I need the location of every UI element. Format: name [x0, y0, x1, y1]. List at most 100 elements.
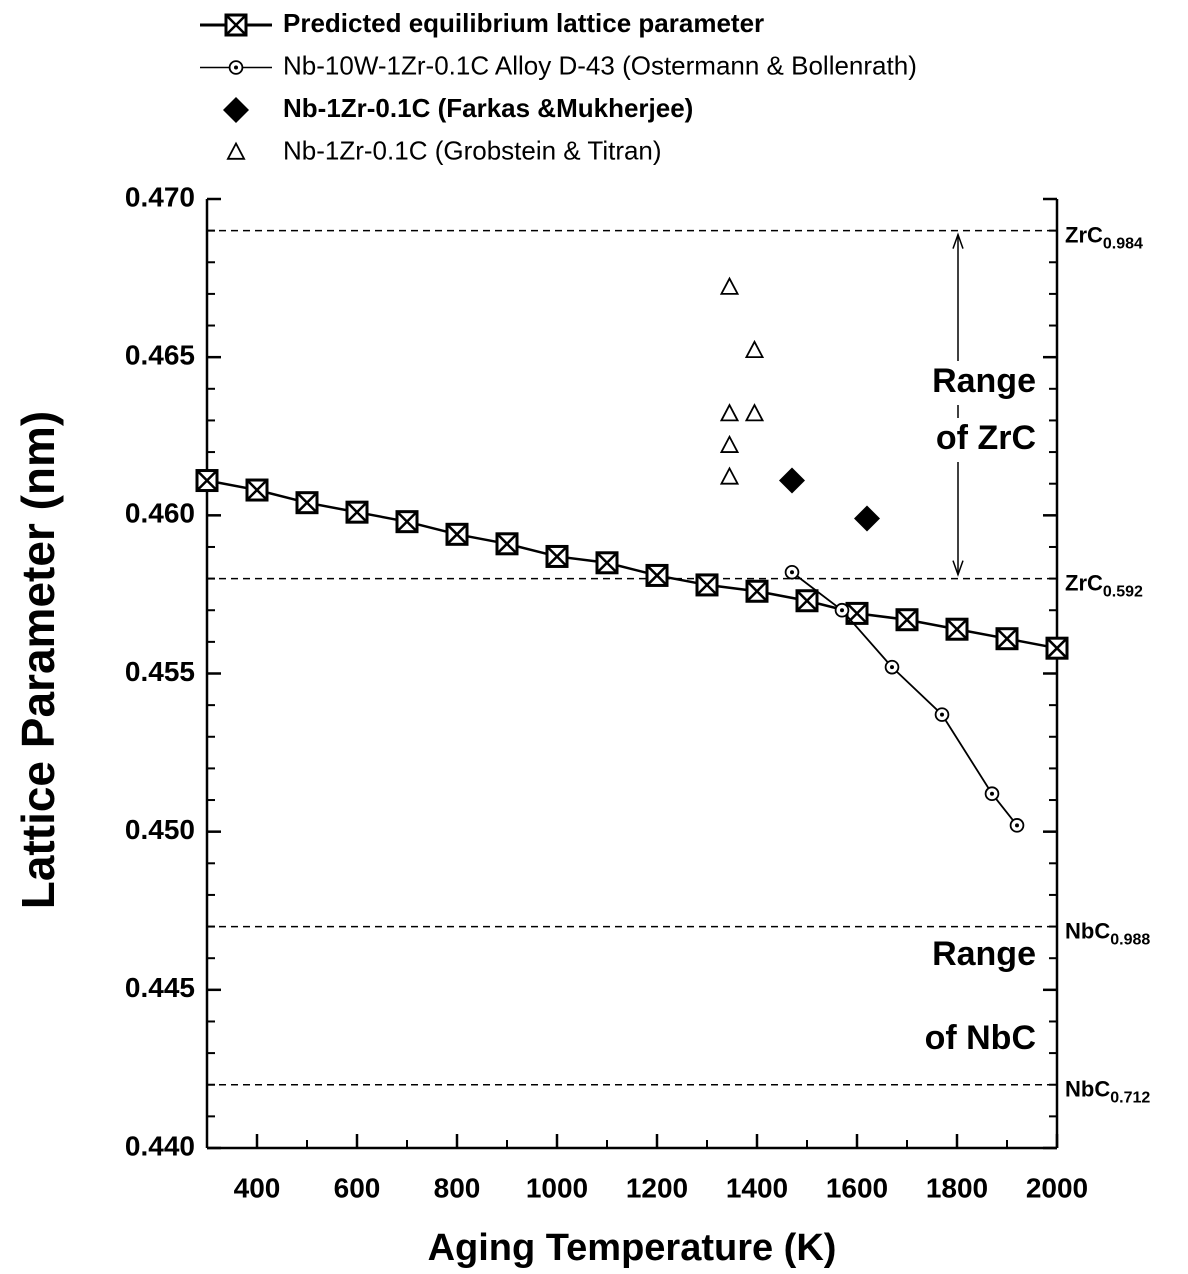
reference-label-sub: 0.988: [1110, 932, 1150, 949]
x-tick-label: 1800: [926, 1172, 988, 1203]
marker-dot: [790, 570, 794, 575]
marker: [719, 434, 740, 453]
marker: [295, 491, 319, 515]
series-line: [206, 479, 1058, 650]
marker: [884, 659, 900, 675]
marker: [845, 601, 869, 625]
y-tick-label: 0.455: [125, 656, 195, 687]
reference-label-base: NbC: [1065, 918, 1110, 943]
marker: [895, 608, 919, 632]
marker-cross: [696, 574, 718, 596]
legend-label: Predicted equilibrium lattice parameter: [283, 8, 764, 38]
legend-marker: [223, 97, 249, 123]
marker: [245, 478, 269, 502]
y-tick-label: 0.465: [125, 340, 195, 371]
marker-cross: [946, 618, 968, 641]
x-tick-label: 2000: [1026, 1172, 1088, 1203]
marker: [495, 532, 519, 556]
annotation: of NbC: [925, 1019, 1036, 1057]
marker: [719, 466, 740, 485]
marker-triangle: [719, 434, 740, 453]
marker-cross: [196, 469, 218, 492]
y-tick-label: 0.450: [125, 814, 195, 845]
marker-dot: [1015, 823, 1019, 828]
legend-label: Nb-10W-1Zr-0.1C Alloy D-43 (Ostermann & …: [283, 50, 917, 80]
marker-cross: [246, 479, 268, 501]
x-tick-label: 400: [234, 1172, 281, 1203]
marker-triangle: [226, 141, 246, 160]
marker: [345, 500, 369, 524]
marker-cross: [346, 501, 368, 524]
x-axis-title: Aging Temperature (K): [428, 1227, 837, 1269]
x-tick-label: 600: [334, 1172, 381, 1203]
marker-cross: [796, 589, 818, 612]
marker-triangle: [719, 403, 740, 422]
marker: [745, 579, 769, 603]
marker-cross: [496, 532, 518, 555]
marker-cross: [996, 627, 1018, 650]
reference-label-sub: 0.592: [1103, 584, 1143, 601]
marker-dot: [990, 791, 994, 796]
marker: [195, 469, 219, 493]
marker-cross: [746, 580, 768, 603]
reference-label-base: NbC: [1065, 1077, 1110, 1102]
marker: [719, 403, 740, 422]
legend-marker: [228, 60, 244, 75]
marker-triangle: [719, 466, 740, 485]
reference-label-sub: 0.712: [1110, 1090, 1150, 1107]
marker-dot: [890, 665, 894, 670]
marker: [934, 707, 950, 722]
marker: [1045, 636, 1069, 660]
marker: [595, 551, 619, 575]
marker-cross: [546, 545, 568, 568]
annotation: of ZrC: [936, 419, 1036, 457]
marker: [395, 510, 419, 534]
marker: [945, 617, 969, 641]
marker-cross: [396, 510, 418, 533]
marker: [744, 339, 765, 359]
reference-label-sub: 0.984: [1103, 236, 1143, 253]
annotation-bg: [900, 418, 1040, 462]
marker-triangle: [744, 403, 765, 422]
marker: [779, 467, 805, 494]
marker: [1009, 818, 1025, 833]
marker-dot: [840, 608, 844, 613]
y-tick-label: 0.445: [125, 972, 195, 1003]
x-tick-label: 800: [434, 1172, 481, 1203]
marker: [545, 544, 569, 568]
marker-triangle: [719, 276, 740, 295]
legend-marker: [226, 141, 246, 160]
legend-marker: [224, 13, 248, 37]
marker-cross: [896, 608, 918, 631]
marker-cross: [1046, 637, 1068, 660]
x-tick-label: 1200: [626, 1172, 688, 1203]
reference-label: ZrC0.592: [1065, 570, 1143, 600]
annotation-bg: [900, 361, 1040, 405]
marker: [995, 627, 1019, 651]
x-tick-label: 1600: [826, 1172, 888, 1203]
marker: [744, 403, 765, 422]
marker: [854, 505, 880, 532]
annotation-bg: [900, 934, 1040, 978]
legend-label: Nb-1Zr-0.1C (Farkas &Mukherjee): [283, 93, 693, 123]
marker-diamond: [779, 467, 805, 494]
reference-label: ZrC0.984: [1065, 222, 1143, 252]
legend-label: Nb-1Zr-0.1C (Grobstein & Titran): [283, 135, 662, 165]
marker: [784, 564, 800, 580]
y-tick-label: 0.470: [125, 181, 195, 212]
marker: [645, 563, 669, 587]
y-tick-label: 0.440: [125, 1130, 195, 1161]
marker-cross: [596, 551, 618, 574]
marker: [719, 276, 740, 295]
marker-dot: [940, 712, 944, 717]
marker-cross: [446, 523, 468, 546]
reference-label-base: ZrC: [1065, 222, 1103, 247]
y-tick-label: 0.460: [125, 498, 195, 529]
marker: [834, 602, 850, 618]
marker: [984, 786, 1000, 802]
annotation: Range: [932, 362, 1036, 400]
marker-diamond: [854, 505, 880, 532]
arrow-head: [952, 232, 964, 249]
marker-cross: [296, 491, 318, 514]
